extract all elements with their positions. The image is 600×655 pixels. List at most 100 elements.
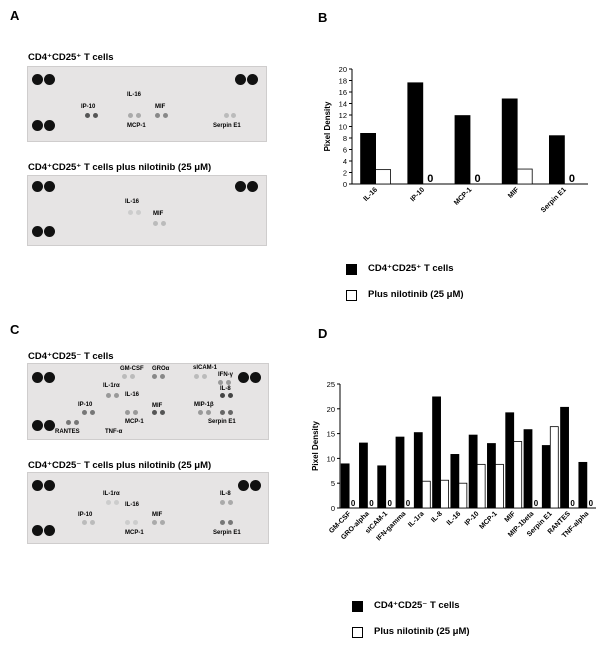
y-tick-label: 12 [339,111,347,120]
blot-label: IP-10 [78,512,93,518]
panel-letter-b: B [318,10,328,25]
cytokine-spot [114,500,119,505]
cytokine-spot [128,210,133,215]
cytokine-spot [224,113,229,118]
reference-spot [32,420,43,431]
cytokine-spot [153,221,158,226]
cytokine-spot [226,380,231,385]
array-blot: GM-CSF GROα sICAM-1 IFN-γ IL-1rα IL-16 I… [27,363,269,440]
reference-spot [250,372,261,383]
cytokine-spot [228,520,233,525]
legend-label-nilotinib: Plus nilotinib (25 μM) [374,626,470,637]
reference-spot [44,120,55,131]
bar [360,133,376,185]
cytokine-spot [161,221,166,226]
legend-swatch-nilotinib [346,290,357,301]
x-tick-label: IL-1ra [407,510,426,529]
legend-label-control: CD4⁺CD25⁺ T cells [368,263,454,274]
reference-spot [247,181,258,192]
blot-label: IL-16 [127,92,142,98]
cytokine-spot [133,520,138,525]
blot-title: CD4⁺CD25⁺ T cells [28,52,114,63]
cytokine-spot [93,113,98,118]
y-tick-label: 10 [327,454,335,463]
blot-label: IL-16 [125,502,140,508]
x-tick-label: IL-16 [446,510,463,527]
blot-label: IL-1rα [103,383,120,389]
bar [495,463,504,509]
cytokine-spot [198,410,203,415]
blot-label: IL-1rα [103,491,120,497]
bar [413,432,423,509]
cytokine-spot [220,520,225,525]
reference-spot [32,372,43,383]
blot-label: IP-10 [81,104,96,110]
cytokine-spot [152,520,157,525]
blot-label: IL-16 [125,199,140,205]
reference-spot [44,480,55,491]
x-tick-label: MIF [504,510,518,524]
bar [432,396,441,509]
blot-title: CD4⁺CD25⁻ T cells [28,351,114,362]
cytokine-spot [160,374,165,379]
cytokine-spot [228,410,233,415]
blot-label: Serpin E1 [213,123,241,129]
bar [560,406,569,509]
reference-spot [238,480,249,491]
cytokine-spot [133,410,138,415]
reference-spot [44,74,55,85]
y-axis-label: Pixel Density [323,101,332,151]
y-tick-label: 14 [339,100,347,109]
blot-label: IFN-γ [218,372,233,378]
reference-spot [32,525,43,536]
zero-value-label: 0 [474,173,480,185]
cytokine-spot [155,113,160,118]
y-tick-label: 20 [339,65,347,74]
x-tick-label: IP-10 [409,186,426,203]
bar [516,168,533,185]
zero-value-label: 0 [369,499,374,508]
zero-value-label: 0 [406,499,411,508]
blot-label: MCP-1 [125,530,144,536]
zero-value-label: 0 [351,499,356,508]
blot-label: MIF [152,403,163,409]
x-tick-label: IL-8 [430,510,444,524]
cytokine-spot [163,113,168,118]
reference-spot [32,480,43,491]
bar [487,443,496,509]
cytokine-spot [66,420,71,425]
cytokine-spot [206,410,211,415]
array-blot: IL-16 IP-10 MIF MCP-1 Serpin E1 [27,66,267,142]
zero-value-label: 0 [570,499,575,508]
x-tick-label: MIF [507,186,521,200]
bar [375,169,391,185]
y-tick-label: 0 [331,504,335,513]
blot-label: IL-16 [125,392,140,398]
y-tick-label: 25 [327,380,335,389]
x-tick-label: Serpin E1 [540,186,568,214]
bar [505,412,515,509]
legend-swatch-nilotinib [352,627,363,638]
reference-spot [32,226,43,237]
cytokine-spot [202,374,207,379]
cytokine-spot [228,393,233,398]
bar [578,461,588,509]
blot-label: RANTES [55,429,80,435]
cytokine-spot [220,410,225,415]
y-tick-label: 18 [339,77,347,86]
cytokine-spot [231,113,236,118]
blot-label: IL-8 [220,491,231,497]
cytokine-spot [218,380,223,385]
cytokine-spot [90,520,95,525]
blot-label: Serpin E1 [213,530,241,536]
array-blot: IL-16 MIF [27,175,267,246]
cytokine-spot [114,393,119,398]
bar [340,463,350,509]
reference-spot [32,120,43,131]
zero-value-label: 0 [387,499,392,508]
blot-label: MCP-1 [125,419,144,425]
blot-label: IP-10 [78,402,93,408]
cytokine-spot [85,113,90,118]
blot-label: GM-CSF [120,366,144,372]
